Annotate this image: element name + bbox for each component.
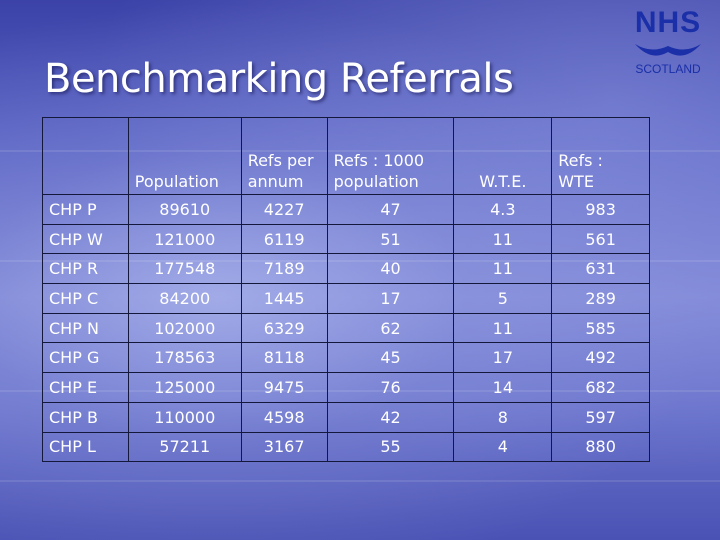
wte-cell: 11: [453, 223, 553, 255]
chp-name-cell: CHP G: [42, 342, 129, 374]
header-wte: W.T.E.: [453, 117, 553, 195]
table-row: CHP W 121000 6119 51 11 561: [42, 223, 650, 255]
header-refs-per-1000: Refs : 1000 population: [326, 117, 455, 195]
refs-per-1000-cell: 17: [326, 283, 455, 314]
refs-per-wte-cell: 561: [551, 223, 650, 255]
header-row: Population Refs per annum Refs : 1000 po…: [42, 117, 650, 195]
header-refs-per-annum: Refs per annum: [240, 117, 328, 195]
refs-per-wte-cell: 492: [551, 342, 650, 374]
refs-per-1000-cell: 76: [326, 372, 455, 403]
refs-per-annum-cell: 4598: [240, 401, 328, 433]
wte-cell: 5: [453, 283, 553, 314]
chp-name-cell: CHP E: [42, 372, 129, 403]
table-row: CHP C 84200 1445 17 5 289: [42, 283, 650, 314]
refs-per-annum-cell: 6329: [240, 312, 328, 344]
refs-per-1000-cell: 45: [326, 342, 455, 374]
refs-per-wte-cell: 880: [551, 431, 650, 463]
refs-per-annum-cell: 6119: [240, 223, 328, 255]
wte-cell: 17: [453, 342, 553, 374]
wte-cell: 4.3: [453, 194, 553, 225]
refs-per-1000-cell: 62: [326, 312, 455, 344]
table-row: CHP G 178563 8118 45 17 492: [42, 342, 650, 374]
refs-per-wte-cell: 289: [551, 283, 650, 314]
population-cell: 102000: [127, 312, 242, 344]
nhs-scotland-logo: NHS SCOTLAND: [626, 6, 710, 76]
chp-name-cell: CHP N: [42, 312, 129, 344]
refs-per-wte-cell: 983: [551, 194, 650, 225]
refs-per-wte-cell: 682: [551, 372, 650, 403]
population-cell: 57211: [127, 431, 242, 463]
refs-per-annum-cell: 3167: [240, 431, 328, 463]
population-cell: 177548: [127, 253, 242, 285]
table-row: CHP E 125000 9475 76 14 682: [42, 372, 650, 403]
population-cell: 121000: [127, 223, 242, 255]
refs-per-annum-cell: 9475: [240, 372, 328, 403]
chp-name-cell: CHP P: [42, 194, 129, 225]
chp-name-cell: CHP W: [42, 223, 129, 255]
table-row: CHP B 110000 4598 42 8 597: [42, 401, 650, 433]
header-cell-blank: [42, 117, 129, 195]
table-row: CHP R 177548 7189 40 11 631: [42, 253, 650, 285]
refs-per-1000-cell: 40: [326, 253, 455, 285]
refs-per-wte-cell: 631: [551, 253, 650, 285]
nhs-logo-text: NHS: [634, 6, 702, 39]
wte-cell: 11: [453, 312, 553, 344]
wte-cell: 11: [453, 253, 553, 285]
population-cell: 178563: [127, 342, 242, 374]
refs-per-wte-cell: 585: [551, 312, 650, 344]
refs-per-annum-cell: 7189: [240, 253, 328, 285]
population-cell: 89610: [127, 194, 242, 225]
population-cell: 125000: [127, 372, 242, 403]
refs-per-wte-cell: 597: [551, 401, 650, 433]
table-row: CHP N 102000 6329 62 11 585: [42, 312, 650, 344]
header-refs-per-wte: Refs : WTE: [551, 117, 650, 195]
table-row: CHP P 89610 4227 47 4.3 983: [42, 194, 650, 225]
refs-per-1000-cell: 47: [326, 194, 455, 225]
header-population: Population: [127, 117, 242, 195]
saltire-swoosh-icon: [635, 44, 701, 56]
benchmark-table: Population Refs per annum Refs : 1000 po…: [42, 117, 650, 463]
slide-title: Benchmarking Referrals: [44, 56, 514, 102]
chp-name-cell: CHP B: [42, 401, 129, 433]
wte-cell: 8: [453, 401, 553, 433]
refs-per-annum-cell: 8118: [240, 342, 328, 374]
wte-cell: 14: [453, 372, 553, 403]
refs-per-annum-cell: 1445: [240, 283, 328, 314]
refs-per-1000-cell: 51: [326, 223, 455, 255]
refs-per-annum-cell: 4227: [240, 194, 328, 225]
scotland-logo-text: SCOTLAND: [635, 62, 701, 76]
chp-name-cell: CHP R: [42, 253, 129, 285]
wte-cell: 4: [453, 431, 553, 463]
population-cell: 110000: [127, 401, 242, 433]
refs-per-1000-cell: 55: [326, 431, 455, 463]
population-cell: 84200: [127, 283, 242, 314]
chp-name-cell: CHP L: [42, 431, 129, 463]
table-row: CHP L 57211 3167 55 4 880: [42, 431, 650, 463]
refs-per-1000-cell: 42: [326, 401, 455, 433]
chp-name-cell: CHP C: [42, 283, 129, 314]
